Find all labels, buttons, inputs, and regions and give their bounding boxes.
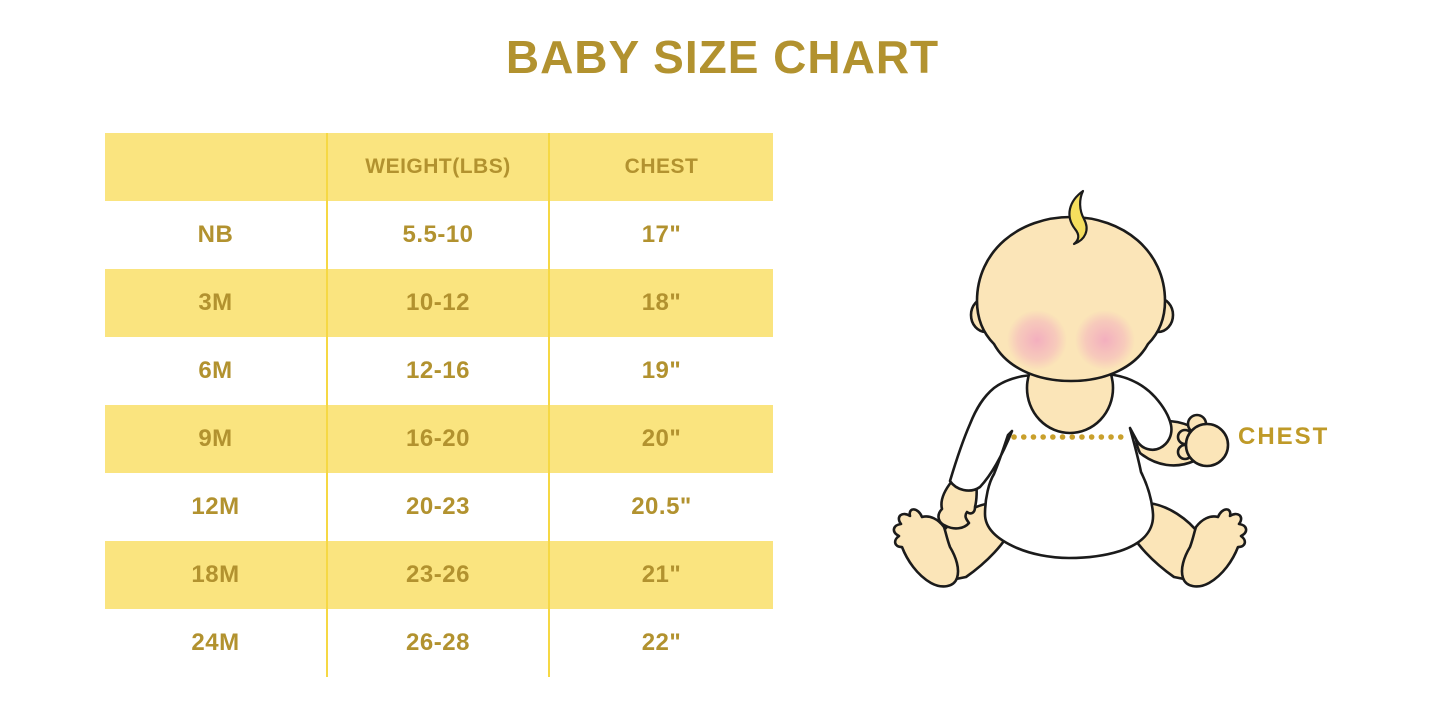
baby-drawing	[892, 189, 1248, 588]
weight-cell: 26-28	[328, 609, 550, 677]
size-table: WEIGHT(LBS) CHEST NB 5.5-10 17" 3M 10-12…	[105, 133, 773, 677]
table-row: 12M 20-23 20.5"	[105, 473, 773, 541]
size-cell: 18M	[105, 541, 328, 609]
size-cell: NB	[105, 201, 328, 269]
weight-cell: 10-12	[328, 269, 550, 337]
table-row: 3M 10-12 18"	[105, 269, 773, 337]
page-title: BABY SIZE CHART	[505, 31, 940, 83]
baby-hair-curl	[1068, 189, 1088, 246]
chest-cell: 21"	[641, 561, 682, 588]
chest-measure-label: CHEST	[1238, 423, 1330, 450]
table-row: 24M 26-28 22"	[105, 609, 773, 677]
chest-cell: 20"	[641, 425, 682, 452]
size-cell: 12M	[105, 473, 328, 541]
baby-left-foot	[892, 508, 960, 588]
size-cell: 3M	[105, 269, 328, 337]
baby-fist	[1184, 422, 1230, 468]
chest-cell: 22"	[641, 629, 682, 656]
weight-cell: 5.5-10	[328, 201, 550, 269]
size-cell: 24M	[105, 609, 328, 677]
header-size-cell	[105, 133, 328, 201]
weight-cell: 12-16	[328, 337, 550, 405]
header-weight-cell: WEIGHT(LBS)	[328, 133, 550, 201]
header-chest-cell: CHEST	[624, 155, 699, 178]
chest-cell: 19"	[641, 357, 682, 384]
baby-right-cheek	[1075, 310, 1135, 370]
baby-left-cheek	[1007, 310, 1067, 370]
chest-cell: 17"	[641, 221, 682, 248]
table-header-row: WEIGHT(LBS) CHEST	[105, 133, 773, 201]
baby-illustration: CHEST	[880, 185, 1327, 615]
table-row: NB 5.5-10 17"	[105, 201, 773, 269]
baby-head	[975, 215, 1167, 383]
size-cell: 9M	[105, 405, 328, 473]
baby-right-foot	[1180, 508, 1248, 588]
weight-cell: 16-20	[328, 405, 550, 473]
chest-cell: 18"	[641, 289, 682, 316]
table-row: 18M 23-26 21"	[105, 541, 773, 609]
weight-cell: 23-26	[328, 541, 550, 609]
table-row: 6M 12-16 19"	[105, 337, 773, 405]
size-cell: 6M	[105, 337, 328, 405]
table-row: 9M 16-20 20"	[105, 405, 773, 473]
weight-cell: 20-23	[328, 473, 550, 541]
chest-cell: 20.5"	[631, 493, 692, 520]
